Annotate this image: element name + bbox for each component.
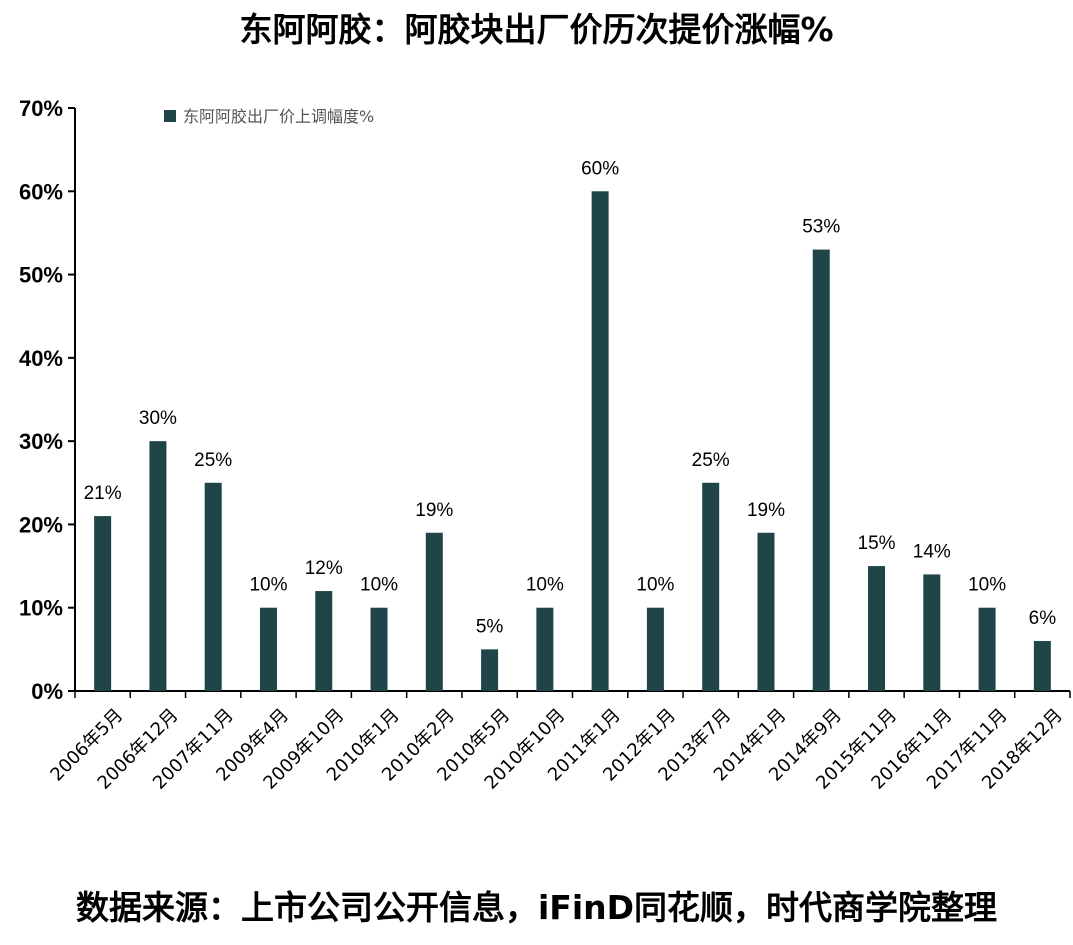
bar bbox=[812, 249, 830, 692]
data-label: 14% bbox=[913, 541, 951, 562]
data-labels: 21% 30% 25% 10% 12% 10% 19% 5% 10% 60% 10% 25% 19% 53… bbox=[84, 158, 1057, 637]
bar bbox=[591, 191, 609, 692]
bar bbox=[370, 607, 388, 691]
y-tick-label: 30% bbox=[19, 429, 63, 454]
data-label: 30% bbox=[139, 408, 177, 429]
bar bbox=[868, 566, 886, 691]
bar bbox=[315, 591, 333, 691]
data-label: 60% bbox=[581, 158, 619, 179]
y-tick-label: 10% bbox=[19, 596, 63, 621]
y-tick-label: 40% bbox=[19, 346, 63, 371]
bar bbox=[978, 607, 996, 691]
source-note: 数据来源：上市公司公开信息，iFinD同花顺，时代商学院整理 bbox=[75, 888, 998, 927]
bar-series bbox=[94, 191, 1051, 692]
y-tick-label: 70% bbox=[19, 96, 63, 121]
chart-axes bbox=[68, 107, 1071, 698]
bar bbox=[1033, 641, 1051, 691]
data-label: 10% bbox=[249, 575, 287, 596]
data-label: 21% bbox=[84, 483, 122, 504]
legend-swatch bbox=[164, 110, 176, 122]
legend-label: 东阿阿胶出厂价上调幅度% bbox=[183, 107, 374, 126]
y-tick-label: 50% bbox=[19, 263, 63, 288]
x-tick-labels: 2006年5月2006年12月2007年11月2009年4月2009年10月20… bbox=[46, 705, 1067, 794]
bar bbox=[646, 607, 664, 691]
y-tick-label: 20% bbox=[19, 512, 63, 537]
data-label: 25% bbox=[692, 450, 730, 471]
data-label: 19% bbox=[415, 500, 453, 521]
bar bbox=[204, 482, 222, 691]
bar bbox=[425, 532, 443, 691]
data-label: 10% bbox=[360, 575, 398, 596]
y-tick-label: 0% bbox=[31, 679, 63, 704]
data-label: 10% bbox=[968, 575, 1006, 596]
data-label: 10% bbox=[526, 575, 564, 596]
data-label: 12% bbox=[305, 558, 343, 579]
data-label: 5% bbox=[476, 616, 504, 637]
bar bbox=[757, 532, 775, 691]
bar bbox=[481, 649, 499, 691]
data-label: 15% bbox=[858, 533, 896, 554]
bar bbox=[259, 607, 277, 691]
legend: 东阿阿胶出厂价上调幅度% bbox=[164, 107, 374, 126]
bar bbox=[923, 574, 941, 691]
data-label: 25% bbox=[194, 450, 232, 471]
bar bbox=[702, 482, 720, 691]
bar bbox=[536, 607, 554, 691]
bar bbox=[94, 516, 112, 691]
y-tick-labels: 0% 10% 20% 30% 40% 50% 60% 70% bbox=[19, 96, 63, 704]
chart-title: 东阿阿胶：阿胶块出厂价历次提价涨幅% bbox=[239, 10, 834, 49]
bar bbox=[149, 441, 167, 691]
data-label: 19% bbox=[747, 500, 785, 521]
y-tick-label: 60% bbox=[19, 179, 63, 204]
data-label: 10% bbox=[636, 575, 674, 596]
data-label: 53% bbox=[802, 217, 840, 238]
data-label: 6% bbox=[1029, 608, 1057, 629]
